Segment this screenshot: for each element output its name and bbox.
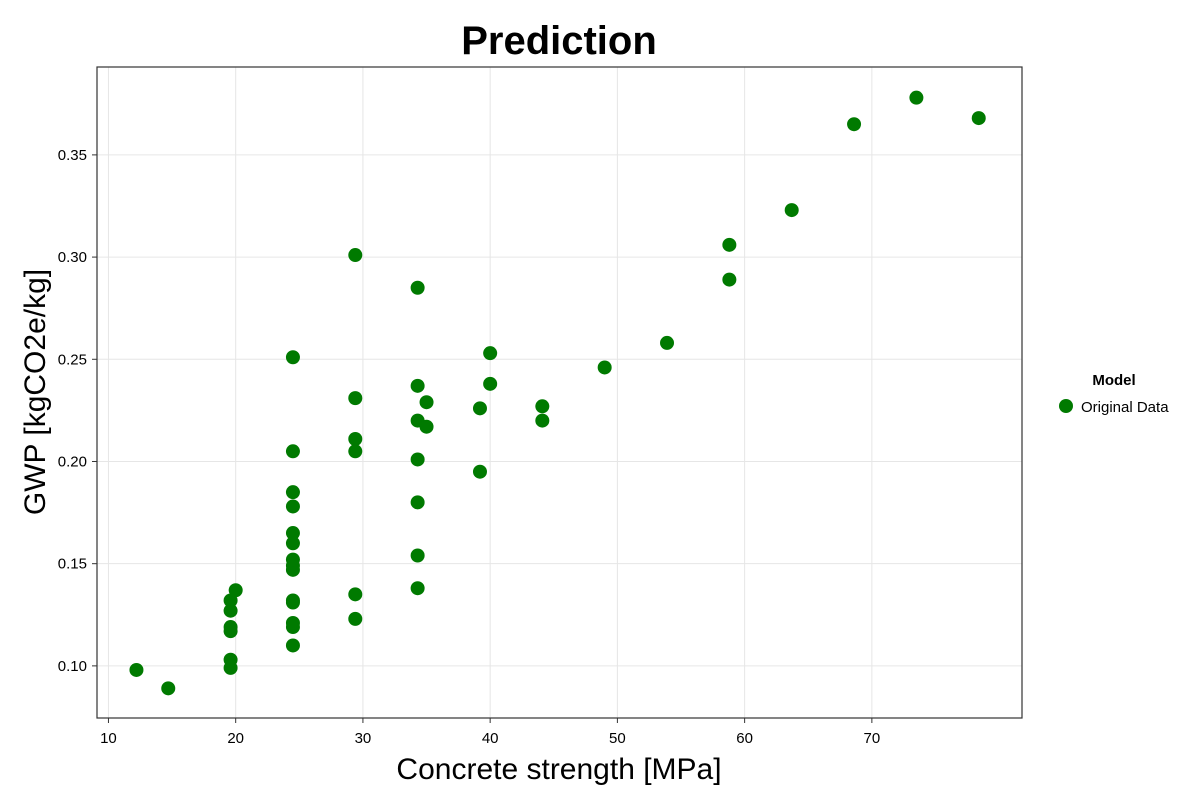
data-point (161, 681, 176, 696)
plot-area-frame (96, 66, 1023, 719)
y-tick-label: 0.35 (58, 147, 87, 164)
x-axis-ticks: 10 20 30 40 50 60 70 (100, 718, 880, 747)
data-point (410, 280, 425, 295)
data-point (285, 615, 300, 630)
x-tick-label: 60 (736, 730, 753, 747)
data-point (285, 638, 300, 653)
x-tick-label: 40 (482, 730, 499, 747)
y-tick-label: 0.25 (58, 351, 87, 368)
data-point (348, 444, 363, 459)
data-point (410, 378, 425, 393)
data-point (483, 346, 498, 361)
data-point (535, 399, 550, 414)
legend-title: Model (1092, 372, 1135, 389)
data-point (285, 350, 300, 365)
x-tick-label: 70 (864, 730, 881, 747)
y-tick-label: 0.20 (58, 453, 87, 470)
legend-label-original-data: Original Data (1081, 399, 1169, 416)
legend-marker (1059, 399, 1073, 413)
data-point (419, 419, 434, 434)
data-point (847, 117, 862, 132)
data-point (348, 391, 363, 406)
chart-title: Prediction (461, 19, 657, 63)
data-point (597, 360, 612, 375)
data-point (285, 499, 300, 514)
data-point (223, 603, 238, 618)
data-point (722, 237, 737, 252)
data-point (784, 203, 799, 218)
data-point (909, 90, 924, 105)
data-point (410, 495, 425, 510)
data-point (348, 432, 363, 446)
x-tick-label: 20 (227, 730, 244, 747)
data-point (472, 401, 487, 416)
data-point (348, 248, 363, 263)
y-tick-label: 0.30 (58, 249, 87, 266)
data-point (223, 652, 238, 667)
x-tick-label: 30 (355, 730, 372, 747)
data-point (472, 464, 487, 479)
x-tick-label: 10 (100, 730, 117, 747)
data-point (285, 536, 300, 551)
data-point (410, 548, 425, 563)
data-point (285, 444, 300, 459)
data-point (660, 335, 675, 350)
data-point (535, 413, 550, 428)
data-point (971, 111, 986, 126)
data-point (285, 485, 300, 500)
data-point (722, 272, 737, 287)
x-tick-label: 50 (609, 730, 626, 747)
y-axis-label: GWP [kgCO2e/kg] (19, 269, 52, 515)
data-point (348, 611, 363, 626)
data-point (410, 581, 425, 596)
data-point (285, 593, 300, 608)
data-point (419, 395, 434, 410)
data-point (348, 587, 363, 602)
legend: Model Original Data (1059, 372, 1169, 416)
data-point (410, 452, 425, 467)
y-tick-label: 0.15 (58, 556, 87, 573)
data-point (285, 552, 300, 567)
y-tick-label: 0.10 (58, 658, 87, 675)
x-axis-label: Concrete strength [MPa] (396, 753, 721, 786)
data-point (483, 376, 498, 391)
data-point (228, 583, 243, 598)
data-point (129, 662, 144, 677)
data-point (285, 526, 300, 541)
data-points (129, 90, 986, 696)
data-point (223, 620, 238, 635)
y-axis-ticks: 0.10 0.15 0.20 0.25 0.30 0.35 (58, 147, 97, 675)
grid (97, 67, 1022, 718)
